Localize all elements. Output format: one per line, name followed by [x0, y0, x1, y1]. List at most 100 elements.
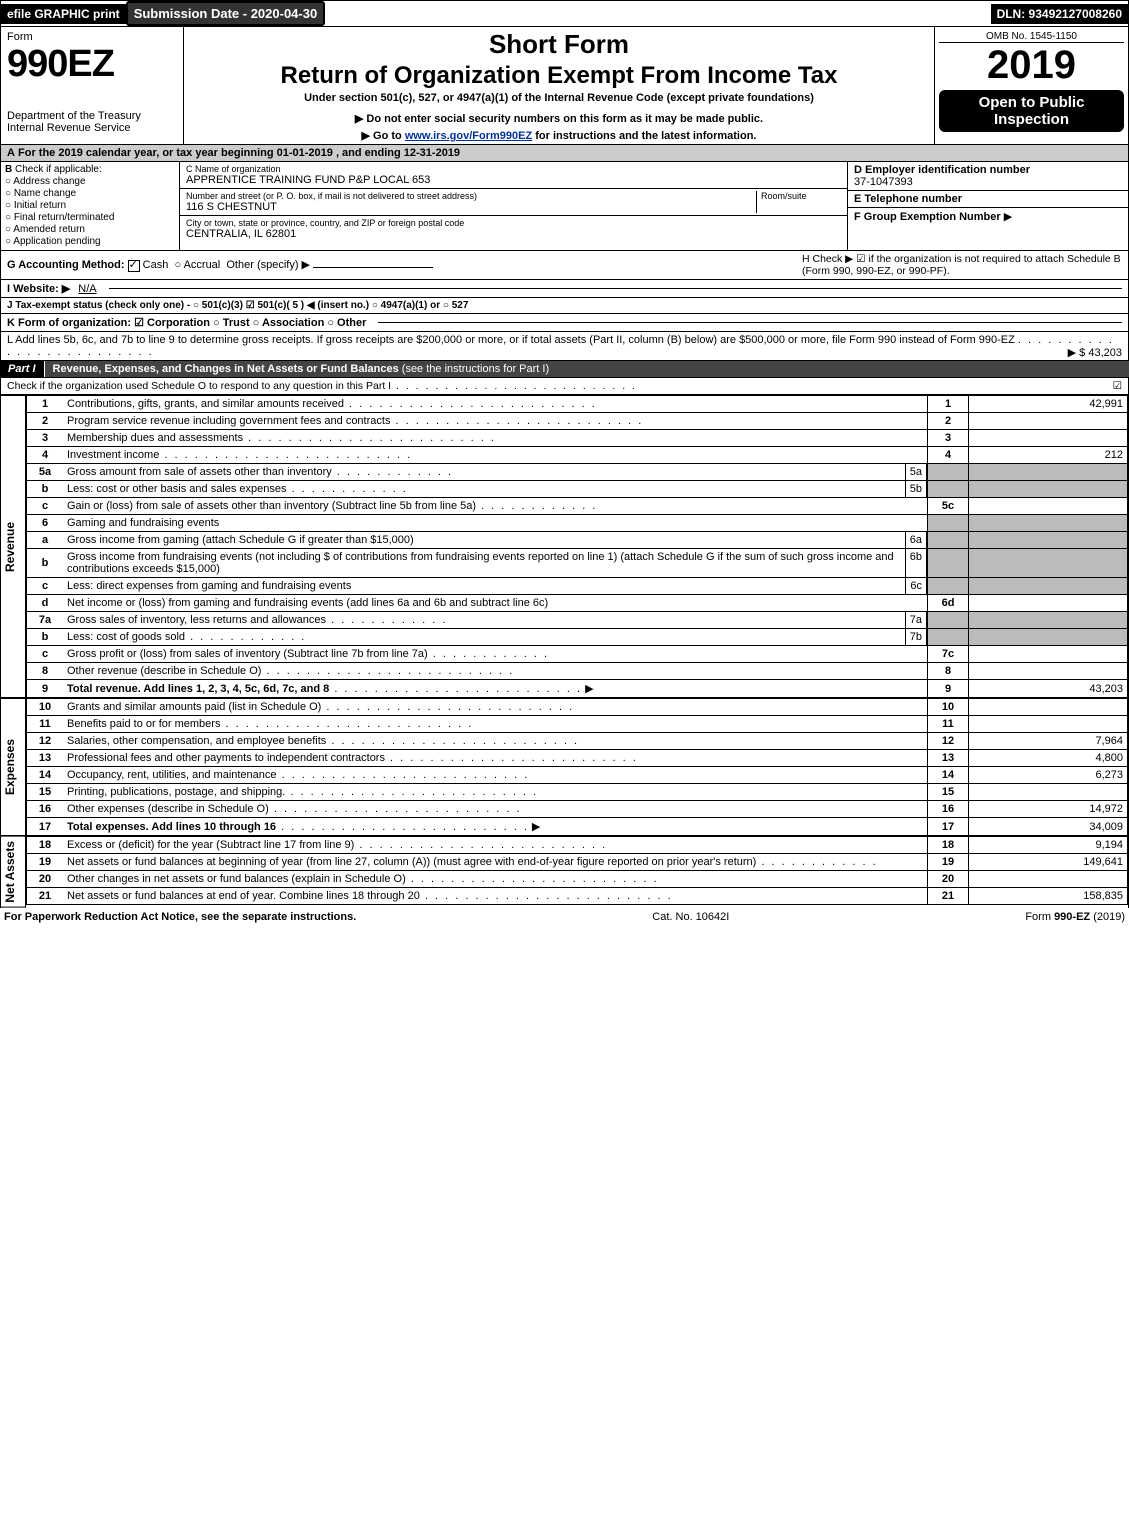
line-5b: bLess: cost or other basis and sales exp… — [27, 481, 1128, 498]
dept-treasury: Department of the Treasury — [7, 110, 177, 122]
line-16: 16Other expenses (describe in Schedule O… — [27, 801, 1128, 818]
arrow-icon: ▶ — [1004, 211, 1012, 223]
check-name-change[interactable]: Name change — [5, 188, 175, 199]
other-specify: Other (specify) ▶ — [226, 259, 310, 271]
expenses-label: Expenses — [1, 698, 26, 836]
form-number: 990EZ — [7, 43, 177, 86]
check-cash[interactable] — [128, 260, 140, 272]
goto-post: for instructions and the latest informat… — [532, 130, 756, 142]
line-5a: 5aGross amount from sale of assets other… — [27, 464, 1128, 481]
tax-year: 2019 — [939, 43, 1124, 88]
line-13: 13Professional fees and other payments t… — [27, 750, 1128, 767]
row-k-org-form: K Form of organization: ☑ Corporation ○ … — [1, 313, 1128, 331]
line-6a: aGross income from gaming (attach Schedu… — [27, 532, 1128, 549]
accrual-label: Accrual — [184, 259, 221, 271]
h-schedule-b: H Check ▶ ☑ if the organization is not r… — [796, 253, 1122, 277]
line-7a: 7aGross sales of inventory, less returns… — [27, 612, 1128, 629]
schedule-o-checkbox[interactable]: ☑ — [1113, 380, 1122, 392]
top-bar: efile GRAPHIC print Submission Date - 20… — [0, 0, 1129, 27]
k-text: K Form of organization: ☑ Corporation ○ … — [7, 316, 366, 329]
line-6d: dNet income or (loss) from gaming and fu… — [27, 595, 1128, 612]
line-7c: cGross profit or (loss) from sales of in… — [27, 646, 1128, 663]
cat-no: Cat. No. 10642I — [652, 911, 729, 923]
form-header: Form 990EZ Department of the Treasury In… — [0, 27, 1129, 145]
title-block: Short Form Return of Organization Exempt… — [184, 27, 935, 144]
line-20: 20Other changes in net assets or fund ba… — [27, 871, 1128, 888]
title-short: Short Form — [188, 29, 930, 60]
revenue-section: Revenue 1Contributions, gifts, grants, a… — [0, 395, 1129, 698]
b-label: B — [5, 164, 12, 175]
irs-label: Internal Revenue Service — [7, 122, 177, 134]
ein-value: 37-1047393 — [854, 176, 913, 188]
line-12: 12Salaries, other compensation, and empl… — [27, 733, 1128, 750]
room-suite-label: Room/suite — [756, 191, 841, 213]
line-15: 15Printing, publications, postage, and s… — [27, 784, 1128, 801]
g-label: G Accounting Method: — [7, 259, 125, 271]
section-a: A For the 2019 calendar year, or tax yea… — [0, 145, 1129, 361]
city-label: City or town, state or province, country… — [186, 218, 841, 228]
c-name-label: C Name of organization — [186, 164, 841, 174]
row-g-h: G Accounting Method: Cash Accrual Other … — [1, 250, 1128, 279]
efile-label[interactable]: efile GRAPHIC print — [1, 4, 126, 24]
line-18: 18Excess or (deficit) for the year (Subt… — [27, 837, 1128, 854]
city-value: CENTRALIA, IL 62801 — [186, 228, 841, 240]
part1-header: Part I Revenue, Expenses, and Changes in… — [0, 361, 1129, 377]
dln: DLN: 93492127008260 — [991, 4, 1128, 24]
check-initial-return[interactable]: Initial return — [5, 200, 175, 211]
check-address-change[interactable]: Address change — [5, 176, 175, 187]
line-3: 3Membership dues and assessments3 — [27, 430, 1128, 447]
title-return: Return of Organization Exempt From Incom… — [188, 62, 930, 90]
check-final-return[interactable]: Final return/terminated — [5, 212, 175, 223]
netassets-section: Net Assets 18Excess or (deficit) for the… — [0, 836, 1129, 908]
subtitle: Under section 501(c), 527, or 4947(a)(1)… — [188, 92, 930, 104]
part1-title: Revenue, Expenses, and Changes in Net As… — [53, 363, 399, 375]
row-j-tax-exempt: J Tax-exempt status (check only one) - ○… — [1, 297, 1128, 313]
form-label: Form — [7, 31, 177, 43]
line-6b: bGross income from fundraising events (n… — [27, 549, 1128, 578]
page-footer: For Paperwork Reduction Act Notice, see … — [0, 908, 1129, 926]
line-21: 21Net assets or fund balances at end of … — [27, 888, 1128, 905]
line-4: 4Investment income4212 — [27, 447, 1128, 464]
expenses-section: Expenses 10Grants and similar amounts pa… — [0, 698, 1129, 836]
group-exemption-label: F Group Exemption Number — [854, 211, 1001, 223]
check-amended-return[interactable]: Amended return — [5, 224, 175, 235]
schedule-o-check: Check if the organization used Schedule … — [0, 377, 1129, 395]
website-label: I Website: ▶ — [7, 282, 70, 295]
form-ref: Form 990-EZ (2019) — [1025, 911, 1125, 923]
line-7b: bLess: cost of goods sold7b — [27, 629, 1128, 646]
l-text: L Add lines 5b, 6c, and 7b to line 9 to … — [7, 334, 1015, 346]
cash-label: Cash — [143, 259, 169, 271]
line-1: 1Contributions, gifts, grants, and simil… — [27, 396, 1128, 413]
tax-year-text: For the 2019 calendar year, or tax year … — [18, 147, 460, 159]
goto-pre: Go to — [373, 130, 405, 142]
line-2: 2Program service revenue including gover… — [27, 413, 1128, 430]
line-8: 8Other revenue (describe in Schedule O)8 — [27, 663, 1128, 680]
part1-note: (see the instructions for Part I) — [402, 363, 549, 375]
check-application-pending[interactable]: Application pending — [5, 236, 175, 247]
line-10: 10Grants and similar amounts paid (list … — [27, 699, 1128, 716]
line-6: 6Gaming and fundraising events — [27, 515, 1128, 532]
omb-no: OMB No. 1545-1150 — [939, 31, 1124, 43]
col-b-checkboxes: B Check if applicable: Address change Na… — [1, 162, 180, 250]
irs-link[interactable]: www.irs.gov/Form990EZ — [405, 130, 532, 142]
line-9: 9Total revenue. Add lines 1, 2, 3, 4, 5c… — [27, 680, 1128, 698]
phone-label: E Telephone number — [854, 193, 962, 205]
row-l-gross-receipts: L Add lines 5b, 6c, and 7b to line 9 to … — [1, 331, 1128, 360]
year-block: OMB No. 1545-1150 2019 Open to Public In… — [935, 27, 1128, 144]
ein-label: D Employer identification number — [854, 164, 1030, 176]
row-i-website: I Website: ▶ N/A — [1, 279, 1128, 297]
goto-notice: ▶ Go to www.irs.gov/Form990EZ for instru… — [188, 129, 930, 142]
netassets-label: Net Assets — [1, 836, 26, 908]
part1-label: Part I — [0, 361, 45, 377]
submission-date: Submission Date - 2020-04-30 — [126, 1, 326, 26]
revenue-label: Revenue — [1, 395, 26, 698]
j-text: J Tax-exempt status (check only one) - ○… — [7, 300, 468, 311]
org-name: APPRENTICE TRAINING FUND P&P LOCAL 653 — [186, 174, 841, 186]
street-value: 116 S CHESTNUT — [186, 201, 756, 213]
col-c-org-info: C Name of organization APPRENTICE TRAINI… — [180, 162, 848, 250]
col-de: D Employer identification number 37-1047… — [848, 162, 1128, 250]
ssn-notice: Do not enter social security numbers on … — [188, 112, 930, 125]
paperwork-notice: For Paperwork Reduction Act Notice, see … — [4, 911, 356, 923]
check-accrual[interactable] — [174, 259, 183, 271]
line-14: 14Occupancy, rent, utilities, and mainte… — [27, 767, 1128, 784]
